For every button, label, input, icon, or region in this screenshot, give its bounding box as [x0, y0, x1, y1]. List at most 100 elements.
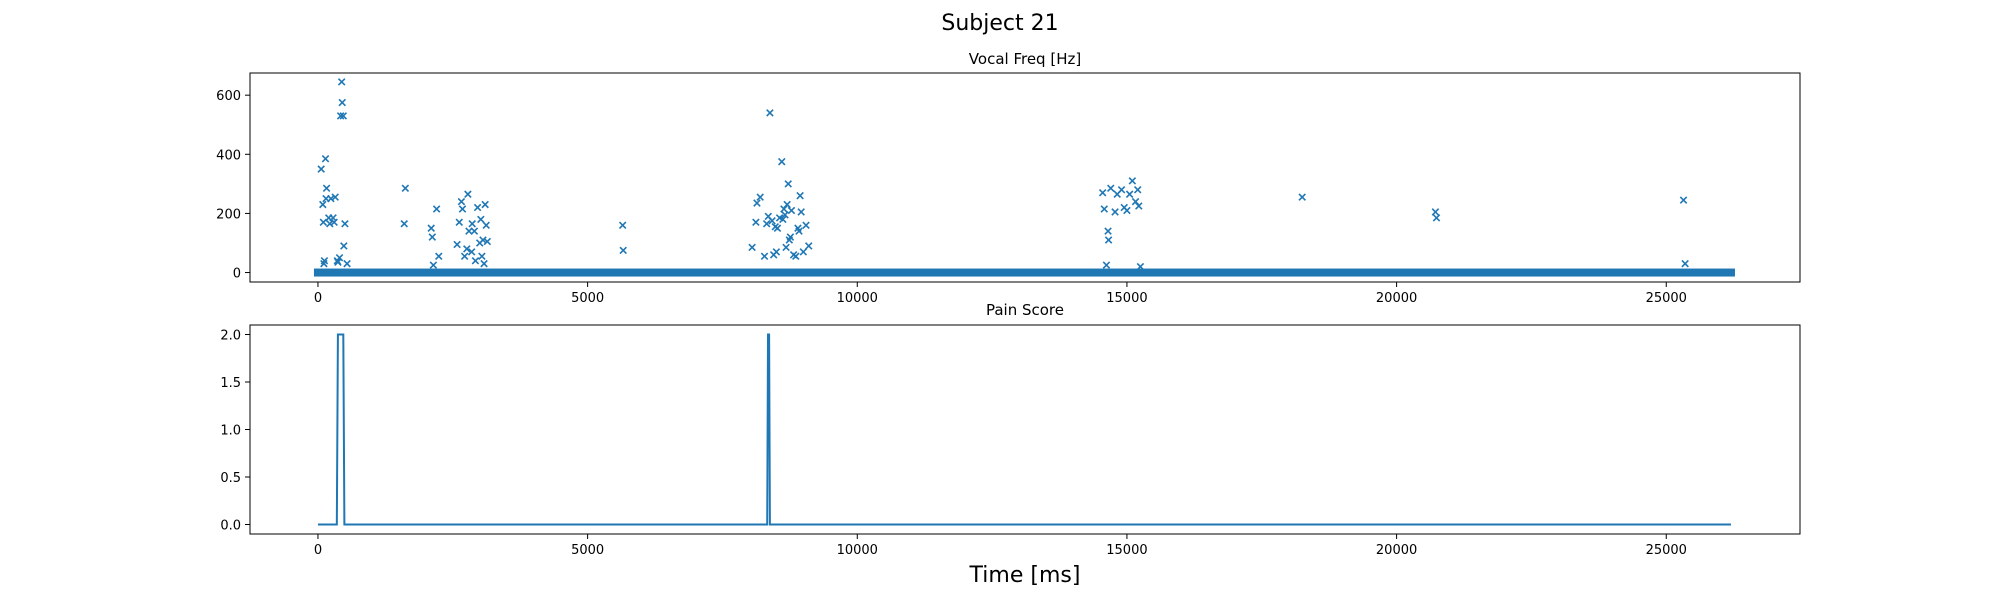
scatter-point — [618, 221, 627, 230]
scatter-point — [336, 112, 345, 120]
scatter-point — [340, 242, 348, 250]
scatter-point — [1102, 261, 1111, 269]
y-tick-label: 0 — [233, 267, 241, 282]
scatter-point — [1123, 206, 1131, 215]
scatter-point — [337, 78, 346, 86]
pain-score-axes-frame — [249, 324, 1801, 535]
scatter-point — [753, 199, 761, 207]
scatter-point — [784, 180, 793, 188]
scatter-point — [434, 252, 443, 261]
scatter-point — [319, 200, 327, 209]
scatter-point — [781, 211, 789, 219]
y-tick-label: 1.5 — [220, 376, 241, 391]
scatter-point — [327, 194, 335, 203]
scatter-point — [467, 248, 476, 256]
scatter-point — [796, 191, 804, 200]
pain-score-title: Pain Score — [986, 301, 1064, 319]
y-tick-label: 1.0 — [220, 424, 241, 439]
scatter-point — [787, 206, 796, 215]
pain-score-x-ticks: 0 5000 10000 15000 20000 25000 — [314, 534, 1687, 558]
scatter-point — [782, 243, 790, 252]
scatter-point — [453, 240, 461, 249]
y-tick-label: 200 — [216, 207, 241, 222]
scatter-point — [1104, 236, 1113, 244]
scatter-point — [317, 165, 325, 173]
scatter-point — [401, 184, 410, 193]
scatter-point — [339, 112, 348, 120]
scatter-point — [1136, 262, 1145, 271]
scatter-point — [792, 252, 800, 261]
x-tick-label: 25000 — [1646, 291, 1687, 306]
x-tick-label: 15000 — [1106, 291, 1147, 306]
scatter-point — [334, 258, 342, 266]
scatter-point — [335, 253, 344, 262]
scatter-point — [471, 256, 480, 265]
x-tick-label: 25000 — [1646, 543, 1687, 558]
scatter-point — [1098, 188, 1107, 197]
vocal-freq-x-ticks: 0 5000 10000 15000 20000 25000 — [314, 282, 1687, 306]
scatter-point — [779, 215, 787, 224]
pain-score-line-group — [317, 333, 1731, 526]
scatter-point — [748, 243, 756, 252]
scatter-point — [752, 218, 760, 227]
vocal-freq-panel: Vocal Freq [Hz] 0 5000 10000 15000 20000 2500… — [216, 50, 1801, 306]
pain-score-y-ticks: 0.0 0.5 1.0 1.5 2.0 — [220, 329, 250, 534]
scatter-point — [802, 221, 810, 230]
scatter-point — [766, 109, 774, 117]
scatter-point — [326, 219, 334, 228]
scatter-point — [470, 227, 479, 235]
y-tick-label: 0.0 — [220, 519, 241, 534]
scatter-point — [760, 252, 769, 261]
scatter-point — [773, 224, 782, 232]
x-tick-label: 5000 — [571, 543, 604, 558]
scatter-point — [479, 236, 487, 244]
scatter-point — [1117, 186, 1126, 194]
vocal-freq-title: Vocal Freq [Hz] — [969, 50, 1081, 68]
y-tick-label: 0.5 — [220, 471, 241, 486]
y-tick-label: 2.0 — [220, 329, 241, 344]
scatter-point — [1133, 186, 1142, 194]
scatter-point — [778, 157, 786, 166]
scatter-point — [460, 252, 469, 261]
scatter-point — [477, 215, 485, 224]
scatter-point — [1432, 214, 1441, 222]
scatter-point — [478, 252, 486, 261]
scatter-point — [468, 219, 476, 228]
scatter-point — [457, 197, 466, 206]
vocal-freq-markers — [317, 78, 1689, 271]
scatter-point — [795, 227, 803, 235]
scatter-point — [455, 218, 464, 227]
scatter-point — [786, 233, 795, 241]
scatter-point — [619, 246, 627, 255]
scatter-point — [320, 256, 329, 265]
scatter-point — [458, 205, 467, 213]
x-tick-label: 0 — [314, 543, 322, 558]
scatter-point — [804, 242, 813, 250]
x-tick-label: 5000 — [571, 291, 604, 306]
y-tick-label: 600 — [216, 89, 241, 104]
figure-title: Subject 21 — [941, 11, 1058, 36]
scatter-point — [341, 219, 349, 228]
scatter-point — [1128, 177, 1137, 185]
scatter-point — [780, 205, 788, 213]
y-tick-label: 400 — [216, 148, 241, 163]
x-axis-label: Time [ms] — [969, 563, 1081, 588]
x-tick-label: 0 — [314, 291, 322, 306]
scatter-point — [480, 259, 488, 268]
scatter-point — [768, 217, 776, 225]
scatter-point — [1431, 208, 1440, 216]
scatter-point — [1111, 208, 1119, 216]
scatter-point — [1298, 193, 1306, 201]
scatter-point — [464, 190, 472, 198]
scatter-point — [1106, 184, 1115, 193]
scatter-point — [463, 245, 471, 253]
vocal-freq-baseline — [313, 268, 1735, 277]
pain-score-panel: Pain Score 0 5000 10000 15000 20000 25000 0.0… — [220, 301, 1801, 558]
scatter-point — [428, 233, 437, 241]
x-tick-label: 15000 — [1106, 543, 1147, 558]
scatter-point — [400, 219, 409, 228]
scatter-point — [483, 237, 492, 246]
scatter-point — [481, 200, 489, 209]
scatter-point — [783, 200, 791, 209]
